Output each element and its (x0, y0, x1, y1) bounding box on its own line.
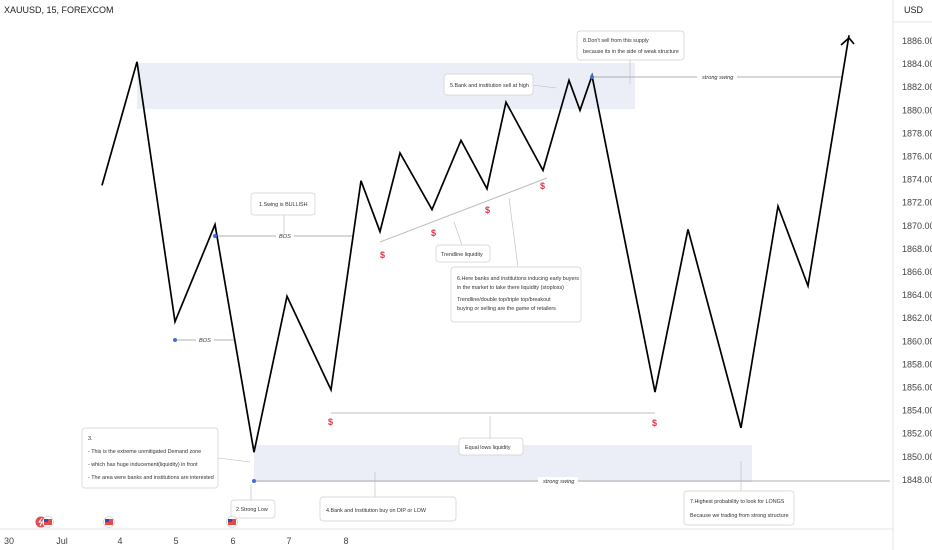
x-tick-label: 30 (4, 536, 14, 546)
y-tick-label: 1856.00 (902, 383, 932, 393)
y-tick-label: 1868.00 (902, 244, 932, 254)
x-tick-label: Jul (56, 536, 68, 546)
x-tick-label: 4 (117, 536, 122, 546)
callout-box-equal-lows[interactable] (458, 437, 524, 456)
callout-box-c5[interactable] (443, 73, 534, 96)
supply-zone (137, 63, 635, 109)
pointer-trendline (453, 221, 463, 246)
pointer-c6 (508, 197, 519, 268)
liquidity-marker: $ (652, 418, 657, 428)
swing-point-marker (213, 234, 217, 238)
callout-box-c8[interactable] (576, 30, 685, 61)
callout-text-c3-l2: - This is the extreme unmitigated Demand… (88, 449, 201, 455)
y-tick-label: 1862.00 (902, 313, 932, 323)
y-tick-label: 1880.00 (902, 105, 932, 115)
price-axis[interactable]: 1886.00 1884.00 1882.00 1880.00 1878.00 1876.… (902, 36, 932, 485)
strong-swing-label-bottom: strong swing (543, 479, 575, 485)
callout-text-c6-l3: Trendline/double top/triple top/breakout (457, 297, 551, 303)
y-tick-label: 1854.00 (902, 406, 932, 416)
callout-text-c8-l1: 8.Don't sell from this supply (583, 38, 649, 44)
x-tick-label: 7 (286, 536, 291, 546)
y-tick-label: 1852.00 (902, 429, 932, 439)
callout-box-c2[interactable] (230, 499, 276, 519)
strong-swing-label-bg-bottom (538, 477, 578, 485)
strong-swing-label-bg-top (697, 73, 737, 81)
liquidity-marker: $ (540, 181, 545, 191)
y-tick-label: 1860.00 (902, 336, 932, 346)
strong-swing-label-top: strong swing (702, 75, 734, 81)
callout-box-trendline[interactable] (435, 244, 491, 263)
callout-text-c1: 1.Swing is BULLISH (259, 202, 308, 208)
callout-text-trendline: Trendline liquidity (441, 252, 483, 258)
callout-box-c4[interactable] (319, 496, 457, 522)
event-icons[interactable] (35, 516, 238, 528)
y-tick-label: 1848.00 (902, 475, 932, 485)
y-tick-label: 1878.00 (902, 128, 932, 138)
callout-text-c3-l3: - which has huge inducement(liquidity) i… (88, 462, 198, 468)
y-tick-label: 1864.00 (902, 290, 932, 300)
time-axis[interactable]: 30 Jul 4 5 6 7 8 (4, 536, 349, 546)
y-tick-label: 1884.00 (902, 59, 932, 69)
callout-box-c7[interactable] (683, 490, 795, 526)
callout-text-c4: 4.Bank and Institution buy on DIP or LOW (326, 508, 427, 514)
bos-label-lower: BOS (199, 338, 211, 344)
currency-label: USD (904, 5, 924, 15)
callout-text-c6-l2: in the market to take there liquidity (s… (457, 285, 564, 291)
price-series-line[interactable] (101, 35, 850, 453)
pointer-c3 (217, 457, 251, 463)
callout-text-c2: 2.Strong Low (236, 507, 268, 513)
x-tick-label: 8 (343, 536, 348, 546)
bos-label-upper: BOS (279, 234, 291, 240)
y-tick-label: 1886.00 (902, 36, 932, 46)
liquidity-marker: $ (380, 250, 385, 260)
y-tick-label: 1874.00 (902, 175, 932, 185)
swing-point-marker (173, 338, 177, 342)
us-flag-canton-icon (44, 519, 48, 522)
x-tick-label: 5 (173, 536, 178, 546)
liquidity-marker: $ (431, 228, 436, 238)
bos-label-bg-upper (276, 232, 294, 240)
liquidity-marker: $ (485, 205, 490, 215)
swing-point-marker (252, 479, 256, 483)
callout-box-c3[interactable] (81, 427, 219, 489)
symbol-title: XAUUSD, 15, FOREXCOM (4, 5, 114, 15)
pointer-c5 (532, 84, 557, 89)
callout-text-c3-l1: 3. (88, 436, 93, 442)
liquidity-marker: $ (328, 417, 333, 427)
lightning-icon (38, 517, 43, 527)
y-tick-label: 1876.00 (902, 152, 932, 162)
callout-box-c1[interactable] (250, 192, 316, 216)
y-tick-label: 1850.00 (902, 452, 932, 462)
y-tick-label: 1866.00 (902, 267, 932, 277)
callout-text-c5: 5.Bank and institution sell at high (450, 83, 529, 89)
callout-box-c6[interactable] (450, 266, 582, 323)
callout-text-c7-l2: Because we trading from strong structure (690, 513, 789, 519)
y-tick-label: 1858.00 (902, 359, 932, 369)
arrow-head-icon (840, 36, 855, 46)
swing-point-marker (590, 75, 594, 79)
y-tick-label: 1882.00 (902, 82, 932, 92)
callout-text-c6-l1: 6.Here banks and institutions inducing e… (457, 276, 579, 282)
callout-text-c3-l4: - The area were banks and institutions a… (88, 475, 214, 481)
callout-text-c7-l1: 7.Highest probability to look for LONGS (690, 499, 785, 505)
callout-text-equal-lows: Equal lows liquidity (465, 445, 511, 451)
x-tick-label: 6 (230, 536, 235, 546)
callout-text-c6-l4: buying or selling are the game of retail… (457, 306, 556, 312)
callout-text-c8-l2: because its in the side of weak structur… (583, 49, 679, 55)
trendline (379, 177, 548, 243)
bos-label-bg-lower (196, 336, 214, 344)
y-tick-label: 1870.00 (902, 221, 932, 231)
y-tick-label: 1872.00 (902, 198, 932, 208)
us-flag-canton-icon (228, 519, 232, 522)
us-flag-canton-icon (105, 519, 109, 522)
